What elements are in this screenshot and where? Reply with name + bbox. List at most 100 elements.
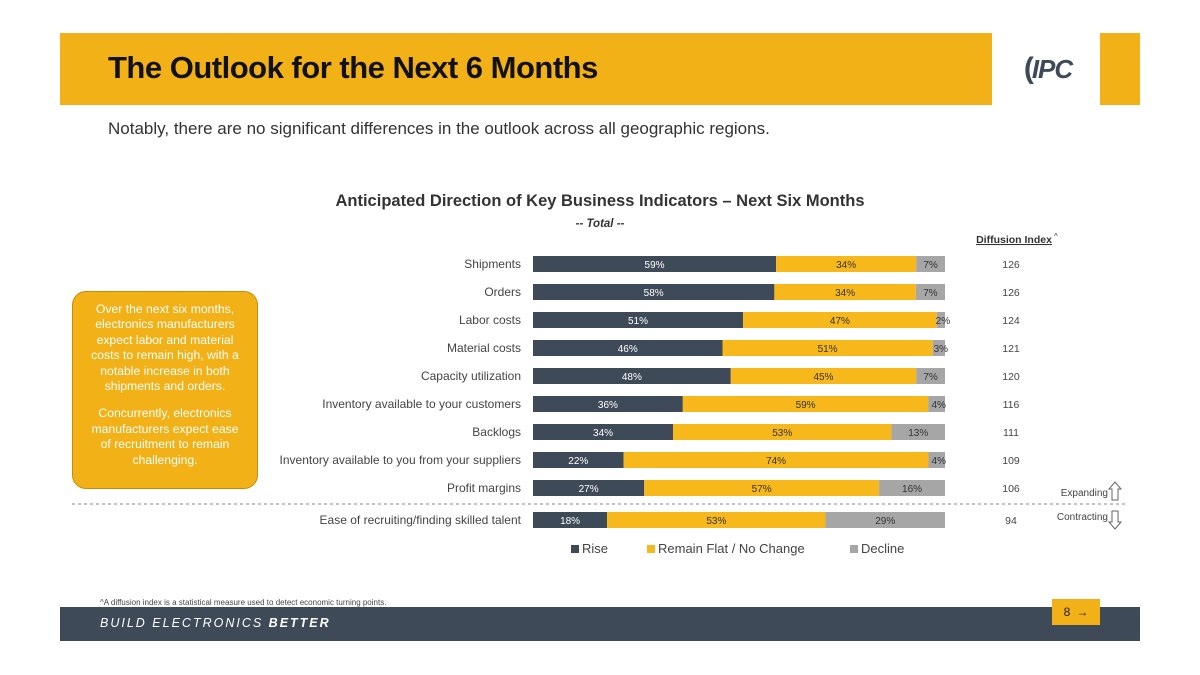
bar-segment-decline bbox=[936, 312, 945, 328]
contracting-arrow-icon bbox=[1107, 510, 1123, 530]
bar-segment-rise bbox=[533, 256, 777, 272]
chart-title: Anticipated Direction of Key Business In… bbox=[335, 192, 864, 210]
category-label: Material costs bbox=[447, 341, 521, 355]
page-title: The Outlook for the Next 6 Months bbox=[108, 50, 598, 85]
diffusion-index-value: 111 bbox=[1003, 427, 1019, 439]
legend-swatch bbox=[571, 545, 579, 553]
footer-tagline: BUILD ELECTRONICS BETTER bbox=[100, 616, 331, 630]
bar-data-label: 7% bbox=[923, 288, 938, 299]
bar-segment-remain-flat-no-change bbox=[607, 512, 826, 528]
page-subtitle: Notably, there are no significant differ… bbox=[108, 119, 770, 138]
expanding-label: Expanding bbox=[1061, 488, 1108, 499]
bar-segment-remain-flat-no-change bbox=[774, 284, 916, 300]
diffusion-index-value: 106 bbox=[1002, 483, 1020, 495]
bar-data-label: 3% bbox=[934, 344, 949, 355]
bar-data-label: 48% bbox=[622, 372, 642, 383]
category-label: Labor costs bbox=[459, 313, 521, 327]
bar-data-label: 34% bbox=[835, 288, 855, 299]
bar-segment-decline bbox=[916, 368, 945, 384]
ipc-logo: (IPC bbox=[998, 33, 1098, 105]
chart-subtitle: -- Total -- bbox=[576, 218, 625, 230]
bar-segment-remain-flat-no-change bbox=[644, 480, 880, 496]
bar-segment-decline bbox=[928, 396, 945, 412]
category-label: Profit margins bbox=[447, 481, 521, 495]
contracting-label: Contracting bbox=[1057, 512, 1108, 523]
bar-segment-rise bbox=[533, 480, 645, 496]
bar-data-label: 34% bbox=[836, 260, 856, 271]
bar-data-label: 36% bbox=[598, 400, 618, 411]
bar-data-label: 27% bbox=[579, 484, 599, 495]
footer-bar bbox=[60, 607, 1140, 641]
bar-data-label: 59% bbox=[645, 260, 665, 271]
diffusion-index-header-mark: ^ bbox=[1054, 232, 1058, 241]
category-label: Inventory available to you from your sup… bbox=[280, 453, 521, 467]
diffusion-index-value: 126 bbox=[1002, 287, 1020, 299]
bar-segment-decline bbox=[915, 284, 945, 300]
bar-segment-rise bbox=[533, 312, 744, 328]
bar-segment-remain-flat-no-change bbox=[730, 368, 917, 384]
header-band-tail bbox=[1100, 33, 1140, 105]
callout-box: Over the next six months, electronics ma… bbox=[72, 291, 258, 489]
next-arrow-icon: → bbox=[1076, 605, 1089, 619]
footer-tagline-prefix: BUILD ELECTRONICS bbox=[100, 616, 269, 630]
bar-segment-decline bbox=[879, 480, 945, 496]
bar-segment-remain-flat-no-change bbox=[673, 424, 892, 440]
bar-data-label: 59% bbox=[796, 400, 816, 411]
category-label: Ease of recruiting/finding skilled talen… bbox=[320, 513, 522, 527]
legend-label: Decline bbox=[861, 541, 904, 556]
diffusion-index-value: 120 bbox=[1002, 371, 1020, 383]
bar-segment-remain-flat-no-change bbox=[743, 312, 937, 328]
logo-text: IPC bbox=[1031, 53, 1073, 84]
category-label: Capacity utilization bbox=[421, 369, 521, 383]
bar-data-label: 74% bbox=[766, 456, 786, 467]
page-number-box[interactable]: 8 → bbox=[1052, 599, 1100, 625]
bar-data-label: 16% bbox=[902, 484, 922, 495]
bar-data-label: 7% bbox=[923, 372, 938, 383]
diffusion-index-value: 109 bbox=[1002, 455, 1020, 467]
bar-segment-decline bbox=[825, 512, 945, 528]
bar-segment-decline bbox=[891, 424, 945, 440]
bar-data-label: 13% bbox=[908, 428, 928, 439]
bar-data-label: 51% bbox=[818, 344, 838, 355]
bar-data-label: 2% bbox=[936, 316, 951, 327]
bar-segment-rise bbox=[533, 512, 608, 528]
bar-segment-remain-flat-no-change bbox=[623, 452, 929, 468]
bar-segment-decline bbox=[916, 256, 945, 272]
callout-paragraph: Over the next six months, electronics ma… bbox=[91, 302, 239, 394]
bar-data-label: 53% bbox=[772, 428, 792, 439]
bar-data-label: 57% bbox=[752, 484, 772, 495]
bar-segment-rise bbox=[533, 396, 683, 412]
legend-label: Rise bbox=[582, 541, 608, 556]
bar-segment-rise bbox=[533, 424, 674, 440]
bar-segment-rise bbox=[533, 284, 775, 300]
expanding-arrow-icon bbox=[1107, 481, 1123, 501]
diffusion-index-value: 116 bbox=[1003, 399, 1020, 411]
bar-data-label: 47% bbox=[830, 316, 850, 327]
header-band bbox=[60, 33, 992, 105]
bar-segment-rise bbox=[533, 340, 723, 356]
page-number: 8 bbox=[1063, 605, 1071, 619]
legend-swatch bbox=[647, 545, 655, 553]
bar-data-label: 45% bbox=[813, 372, 833, 383]
diffusion-index-value: 126 bbox=[1002, 259, 1020, 271]
diffusion-index-header: Diffusion Index bbox=[976, 234, 1052, 246]
bar-data-label: 7% bbox=[923, 260, 938, 271]
bar-segment-remain-flat-no-change bbox=[722, 340, 933, 356]
bar-data-label: 53% bbox=[706, 516, 726, 527]
diffusion-index-value: 124 bbox=[1002, 315, 1020, 327]
legend-label: Remain Flat / No Change bbox=[658, 541, 805, 556]
bar-segment-decline bbox=[928, 452, 945, 468]
category-label: Backlogs bbox=[472, 425, 521, 439]
category-label: Shipments bbox=[464, 257, 521, 271]
bar-data-label: 22% bbox=[568, 456, 588, 467]
bar-data-label: 51% bbox=[628, 316, 648, 327]
footnote: ^A diffusion index is a statistical meas… bbox=[100, 598, 387, 607]
callout-paragraph: Concurrently, electronics manufacturers … bbox=[91, 406, 239, 467]
category-label: Inventory available to your customers bbox=[322, 397, 521, 411]
bar-data-label: 18% bbox=[560, 516, 580, 527]
logo-swoosh-icon: ( bbox=[1023, 52, 1034, 85]
bar-segment-rise bbox=[533, 368, 731, 384]
bar-data-label: 29% bbox=[875, 516, 895, 527]
bar-segment-remain-flat-no-change bbox=[776, 256, 917, 272]
